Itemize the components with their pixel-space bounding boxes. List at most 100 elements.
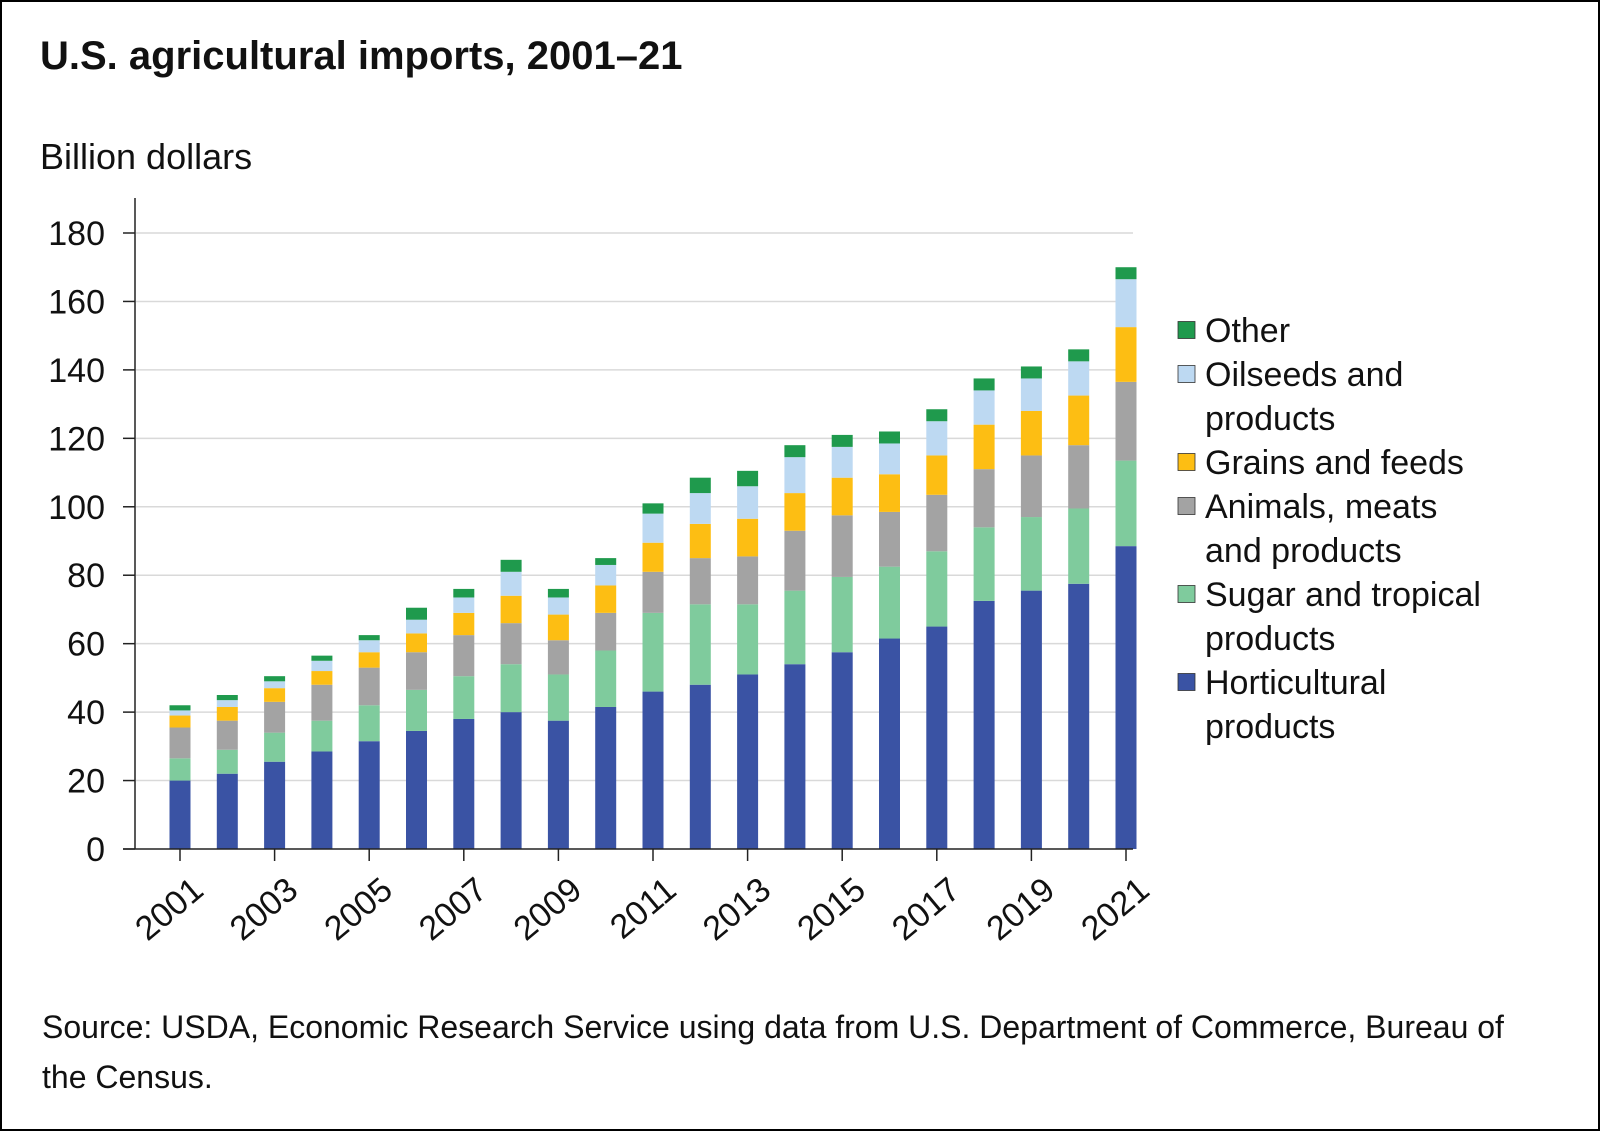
- bar-2005-oilseeds-and-products: [358, 640, 380, 653]
- legend-label-sugar-and-tropical-products-0: Sugar and tropical: [1205, 576, 1481, 614]
- legend-swatch-other: [1177, 321, 1196, 339]
- bar-2008-horticultural-products: [500, 712, 522, 849]
- bar-2018-other: [973, 378, 995, 391]
- bar-2013-sugar-and-tropical-products: [737, 604, 759, 675]
- bar-2019-grains-and-feeds: [1020, 410, 1042, 456]
- x-tick-label-2017: 2017: [885, 870, 967, 948]
- x-tick-label-2009: 2009: [507, 870, 589, 948]
- bar-2021-animals-meats-and-products: [1115, 381, 1137, 461]
- bar-2013-other: [737, 470, 759, 487]
- bar-2004-other: [311, 655, 333, 661]
- bar-2003-animals-meats-and-products: [264, 701, 286, 733]
- bar-2005-other: [358, 635, 380, 641]
- y-tick-label-80: 80: [67, 557, 105, 595]
- y-tick-label-60: 60: [67, 626, 105, 664]
- bar-2013-horticultural-products: [737, 674, 759, 849]
- y-tick-label-140: 140: [48, 352, 105, 390]
- y-tick-label-40: 40: [67, 694, 105, 732]
- y-tick-label-120: 120: [48, 420, 105, 458]
- bar-2019-sugar-and-tropical-products: [1020, 517, 1042, 591]
- bar-2020-other: [1068, 349, 1090, 362]
- bar-2016-grains-and-feeds: [879, 474, 900, 512]
- bar-2003-sugar-and-tropical-products: [264, 732, 286, 762]
- bar-2015-oilseeds-and-products: [831, 446, 853, 478]
- bar-2013-grains-and-feeds: [737, 518, 759, 557]
- bar-2001-sugar-and-tropical-products: [169, 758, 191, 781]
- x-tick-label-2005: 2005: [317, 870, 399, 948]
- bar-2010-other: [595, 558, 617, 565]
- bar-2017-oilseeds-and-products: [926, 421, 948, 456]
- chart-title: U.S. agricultural imports, 2001–21: [40, 34, 683, 78]
- bar-2004-animals-meats-and-products: [311, 684, 333, 721]
- bar-2002-sugar-and-tropical-products: [216, 749, 238, 774]
- legend-label-horticultural-products-1: products: [1205, 708, 1335, 746]
- bar-2001-oilseeds-and-products: [169, 710, 191, 716]
- bar-2020-animals-meats-and-products: [1068, 445, 1090, 509]
- bar-2010-grains-and-feeds: [595, 585, 617, 613]
- bar-2010-horticultural-products: [595, 706, 617, 849]
- y-tick-label-160: 160: [48, 283, 105, 321]
- bar-2011-horticultural-products: [642, 691, 664, 849]
- bar-2014-oilseeds-and-products: [784, 457, 806, 494]
- bar-2021-other: [1115, 267, 1137, 280]
- bar-2008-sugar-and-tropical-products: [500, 664, 522, 713]
- legend-swatch-oilseeds-and-products: [1177, 365, 1196, 383]
- bar-2016-horticultural-products: [879, 638, 900, 849]
- x-tick-label-2007: 2007: [412, 870, 494, 948]
- bar-2020-horticultural-products: [1068, 583, 1090, 849]
- x-tick-label-2015: 2015: [790, 870, 872, 948]
- bar-2004-grains-and-feeds: [311, 671, 333, 685]
- bar-2002-oilseeds-and-products: [216, 700, 238, 707]
- bar-2015-sugar-and-tropical-products: [831, 576, 853, 653]
- bar-2008-other: [500, 559, 522, 572]
- bar-2017-animals-meats-and-products: [926, 494, 948, 552]
- bar-2009-horticultural-products: [547, 720, 569, 849]
- bar-2012-horticultural-products: [689, 684, 711, 849]
- bar-2017-sugar-and-tropical-products: [926, 551, 948, 627]
- bar-2018-sugar-and-tropical-products: [973, 527, 995, 601]
- bar-2006-animals-meats-and-products: [406, 652, 427, 690]
- bar-2019-horticultural-products: [1020, 590, 1042, 849]
- bar-2008-oilseeds-and-products: [500, 571, 522, 596]
- legend-swatch-animals-meats-and-products: [1177, 497, 1196, 515]
- bar-2018-horticultural-products: [973, 600, 995, 849]
- bar-2011-sugar-and-tropical-products: [642, 612, 664, 692]
- bar-2001-grains-and-feeds: [169, 715, 191, 728]
- bar-2016-animals-meats-and-products: [879, 511, 900, 567]
- legend-label-grains-and-feeds-0: Grains and feeds: [1205, 444, 1464, 482]
- bar-2015-grains-and-feeds: [831, 477, 853, 516]
- bar-2007-other: [453, 588, 475, 598]
- legend-label-oilseeds-and-products-0: Oilseeds and: [1205, 356, 1403, 394]
- bar-2002-animals-meats-and-products: [216, 720, 238, 750]
- bar-2001-horticultural-products: [169, 780, 191, 849]
- bar-2008-animals-meats-and-products: [500, 623, 522, 665]
- legend-label-oilseeds-and-products-1: products: [1205, 400, 1335, 438]
- bar-2016-other: [879, 431, 900, 444]
- y-tick-label-0: 0: [86, 831, 105, 869]
- legend-label-sugar-and-tropical-products-1: products: [1205, 620, 1335, 658]
- bar-2003-other: [264, 676, 286, 682]
- bar-2012-oilseeds-and-products: [689, 493, 711, 524]
- bar-2014-horticultural-products: [784, 664, 806, 849]
- bar-2012-animals-meats-and-products: [689, 558, 711, 605]
- y-tick-label-20: 20: [67, 763, 105, 801]
- bar-2002-other: [216, 695, 238, 701]
- bar-2001-other: [169, 705, 191, 711]
- bar-2013-oilseeds-and-products: [737, 486, 759, 519]
- y-tick-label-100: 100: [48, 489, 105, 527]
- bar-2009-grains-and-feeds: [547, 614, 569, 641]
- bar-2004-horticultural-products: [311, 751, 333, 849]
- bar-2017-grains-and-feeds: [926, 455, 948, 495]
- legend-swatch-grains-and-feeds: [1177, 453, 1196, 471]
- bar-2020-oilseeds-and-products: [1068, 361, 1090, 396]
- bar-2007-grains-and-feeds: [453, 612, 475, 636]
- source-note: Source: USDA, Economic Research Service …: [42, 1009, 1504, 1095]
- bar-2009-oilseeds-and-products: [547, 597, 569, 615]
- bar-2005-animals-meats-and-products: [358, 667, 380, 706]
- legend-label-other-0: Other: [1205, 312, 1290, 350]
- bar-2010-animals-meats-and-products: [595, 612, 617, 651]
- bar-2014-sugar-and-tropical-products: [784, 590, 806, 665]
- bar-2011-other: [642, 503, 664, 514]
- bar-2021-oilseeds-and-products: [1115, 279, 1137, 328]
- bar-2010-oilseeds-and-products: [595, 564, 617, 586]
